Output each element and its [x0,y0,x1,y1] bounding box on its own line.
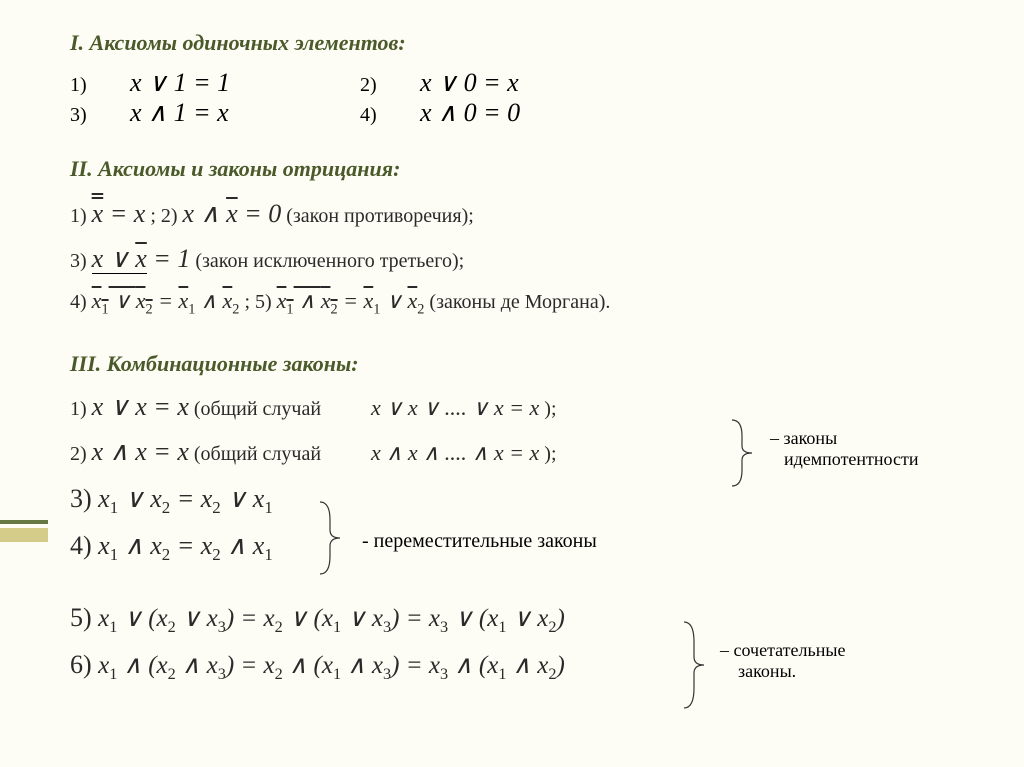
sec3-row-3: 3) x1 ∨ x2 = x2 ∨ x1 [70,479,964,521]
separator: ; 2) [150,205,182,227]
formula: x ∨ x = 1 [92,244,191,274]
section-3: III. Комбинационные законы: 1) x ∨ x = x… [70,351,964,687]
formula: x ∧ x = x [92,437,189,466]
sec2-row-1: 1) x = x ; 2) x ∧ x = 0 (закон противоре… [70,194,964,233]
item-number: 4) [70,531,98,560]
formula: x1 ∧ x2 = x2 ∧ x1 [98,531,273,560]
formula: x ∨ 0 = x [420,68,519,98]
item-number: 4) [70,291,92,313]
label-line-1: – законы [770,428,837,448]
law-note: (закон исключенного третьего); [195,250,464,272]
formula: x ∧ 1 = x [130,98,310,128]
section-1-body: 1) x ∨ 1 = 1 2) x ∨ 0 = x 3) x ∧ 1 = x 4… [70,68,964,128]
formula: x ∨ x = x [92,392,189,421]
sec3-row-1: 1) x ∨ x = x (общий случай x ∨ x ∨ .... … [70,387,964,426]
law-note: (законы де Моргана). [429,291,610,313]
brace-associative [682,620,712,710]
sec1-row-1: 1) x ∨ 1 = 1 2) x ∨ 0 = x [70,68,964,98]
item-number: 2) [70,443,92,465]
label-line-2: идемпотентности [784,449,919,469]
formula: x1 ∨ x2 = x2 ∨ x1 [98,484,273,513]
formula: x1 ∨ x2 = x1 ∧ x2 [92,288,240,313]
item-number: 4) [360,104,390,127]
section-1-heading: I. Аксиомы одиночных элементов: [70,30,964,56]
idempotence-label: – законы идемпотентности [770,428,919,470]
formula: x1 ∧ x2 = x1 ∨ x2 [277,288,425,313]
associative-label: – сочетательные законы. [720,640,845,682]
close-paren: ); [544,398,556,420]
section-2-heading: II. Аксиомы и законы отрицания: [70,156,964,182]
formula: x ∨ 1 = 1 [130,68,310,98]
formula: x ∧ x = 0 [183,199,282,228]
item-number: 1) [70,74,100,97]
sec2-row-3: 3) x ∨ x = 1 (закон исключенного третьег… [70,239,964,278]
item-number: 5) [70,603,98,632]
slide-content: I. Аксиомы одиночных элементов: 1) x ∨ 1… [0,0,1024,723]
brace-permutation [318,500,348,576]
section-2: II. Аксиомы и законы отрицания: 1) x = x… [70,156,964,321]
sec3-row-5: 5) x1 ∨ (x2 ∨ x3) = x2 ∨ (x1 ∨ x3) = x3 … [70,598,964,639]
formula: x ∧ 0 = 0 [420,98,520,128]
law-note: (общий случай [194,443,321,465]
item-number: 3) [70,484,98,513]
item-number: 3) [70,104,100,127]
formula: x1 ∨ (x2 ∨ x3) = x2 ∨ (x1 ∨ x3) = x3 ∨ (… [98,605,565,632]
item-number: 6) [70,650,98,679]
section-3-heading: III. Комбинационные законы: [70,351,964,377]
item-number: 2) [360,74,390,97]
sec1-row-2: 3) x ∧ 1 = x 4) x ∧ 0 = 0 [70,98,964,128]
permutation-label: - переместительные законы [362,530,597,553]
formula: x = x [92,199,146,228]
law-note: (закон противоречия); [286,205,474,227]
separator: ; 5) [244,291,276,313]
formula-general: x ∧ x ∧ .... ∧ x = x [371,440,539,465]
label-line-1: – сочетательные [720,640,845,660]
item-number: 3) [70,250,92,272]
label-line-2: законы. [738,661,796,681]
item-number: 1) [70,398,92,420]
sec2-row-4: 4) x1 ∨ x2 = x1 ∧ x2 ; 5) x1 ∧ x2 = x1 ∨… [70,284,964,321]
formula-general: x ∨ x ∨ .... ∨ x = x [371,395,539,420]
formula: x1 ∧ (x2 ∧ x3) = x2 ∧ (x1 ∧ x3) = x3 ∧ (… [98,652,565,679]
close-paren: ); [544,443,556,465]
item-number: 1) [70,205,87,227]
law-note: (общий случай [194,398,321,420]
brace-idempotence [730,418,760,488]
